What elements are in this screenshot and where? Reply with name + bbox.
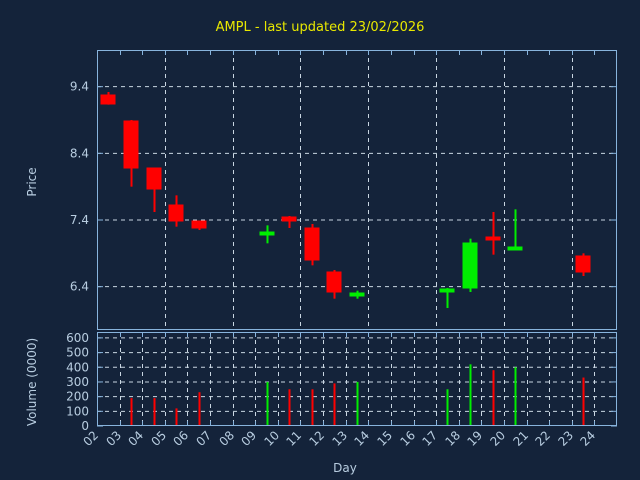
candle-body — [439, 288, 455, 293]
candlestick-series — [100, 92, 591, 308]
volume-axis-label: Volume (0000) — [25, 338, 39, 426]
candlestick-13 — [349, 290, 365, 299]
candle-body — [575, 255, 591, 273]
candlestick-18 — [462, 238, 478, 292]
price-axis-tick-labels: 9.4 8.4 7.4 6.4 — [70, 80, 89, 294]
candlestick-12 — [326, 270, 342, 299]
candlestick-02 — [100, 92, 116, 105]
price-tick-label: 8.4 — [70, 146, 89, 160]
candle-body — [168, 204, 184, 222]
candle-body — [146, 167, 162, 190]
candlestick-03 — [123, 120, 139, 187]
price-axis-label: Price — [25, 167, 39, 196]
panel-border — [97, 332, 617, 426]
volume-tick-label: 600 — [66, 331, 89, 345]
candlestick-10 — [281, 216, 297, 228]
candle-body — [349, 292, 365, 297]
candle-body — [326, 271, 342, 293]
candle-body — [485, 236, 501, 241]
chart-title: AMPL - last updated 23/02/2026 — [216, 20, 425, 35]
volume-tick-label: 500 — [66, 346, 89, 360]
candle-body — [259, 231, 275, 236]
candlestick-05 — [168, 195, 184, 227]
volume-tick-label: 200 — [66, 390, 89, 404]
volume-tick-label: 300 — [66, 375, 89, 389]
candle-body — [304, 227, 320, 261]
candlestick-23 — [575, 253, 591, 276]
candlestick-19 — [485, 212, 501, 255]
candle-body — [191, 220, 207, 229]
volume-tick-label: 400 — [66, 360, 89, 374]
panel-border — [97, 50, 617, 330]
price-tick-label: 7.4 — [70, 213, 89, 227]
price-tick-label: 9.4 — [70, 80, 89, 94]
price-tick-label: 6.4 — [70, 280, 89, 294]
candlestick-11 — [304, 224, 320, 266]
price-panel-gridlines — [97, 50, 617, 330]
volume-bar-series — [130, 364, 585, 425]
candle-body — [123, 120, 139, 169]
candlestick-17 — [439, 288, 455, 308]
price-panel-frame — [97, 50, 617, 330]
volume-tick-label: 100 — [66, 404, 89, 418]
volume-panel-frame — [97, 332, 617, 427]
candle-body — [100, 94, 116, 105]
x-axis-label: Day — [333, 461, 357, 475]
volume-tick-label: 0 — [81, 419, 89, 433]
candlestick-06 — [191, 220, 207, 230]
candlestick-09 — [259, 225, 275, 244]
candlestick-20 — [507, 209, 523, 251]
candle-body — [462, 242, 478, 289]
candle-body — [507, 246, 523, 251]
candle-body — [281, 216, 297, 222]
candlestick-04 — [146, 167, 162, 212]
x-axis-tick-labels: 02 03 04 05 06 07 08 09 10 11 12 13 14 15 16 17 18 19 20 21… — [80, 428, 598, 449]
